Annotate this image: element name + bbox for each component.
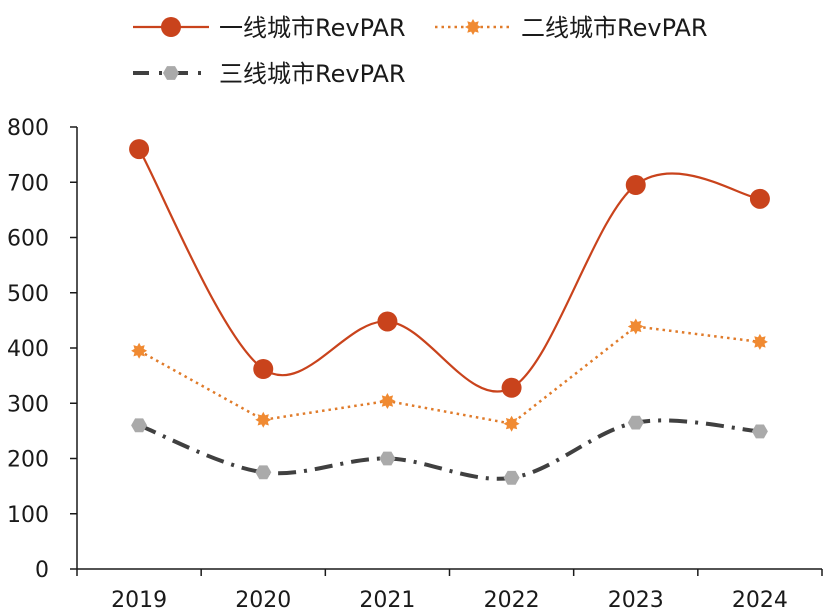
series-2-point-2024 xyxy=(751,333,768,350)
series-2 xyxy=(131,318,768,432)
legend-swatch-marker xyxy=(161,17,181,37)
series-3-point-2019 xyxy=(131,418,148,433)
y-tick-label: 0 xyxy=(35,558,49,583)
series-1-point-2020 xyxy=(253,358,274,379)
legend-label: 三线城市RevPAR xyxy=(219,60,406,88)
axes: 0 100 200 300 400 500 600 700 800 2019 2020 2021 202… xyxy=(7,116,823,613)
series-3-point-2024 xyxy=(751,424,768,439)
legend: 一线城市RevPAR 二线城市RevPAR 三线城市RevPAR xyxy=(133,14,708,88)
y-tick-label: 100 xyxy=(7,503,49,528)
series-1-point-2021 xyxy=(377,311,398,332)
series-3-point-2020 xyxy=(255,465,272,480)
series-2-line xyxy=(138,325,761,425)
series-2-point-2019 xyxy=(131,342,148,359)
legend-label: 一线城市RevPAR xyxy=(219,14,406,42)
series-3-line xyxy=(138,418,761,481)
x-tick-label: 2019 xyxy=(111,588,167,613)
series-3-point-2021 xyxy=(379,451,396,466)
x-tick-label: 2020 xyxy=(235,588,291,613)
series-2-point-2021 xyxy=(379,393,396,409)
series-1-point-2019 xyxy=(129,139,150,160)
y-tick-label: 200 xyxy=(7,448,49,473)
series-1-point-2022 xyxy=(501,377,522,398)
series-3 xyxy=(131,415,768,485)
series-3-point-2022 xyxy=(503,470,520,485)
series-2-point-2023 xyxy=(627,318,644,335)
y-tick-label: 300 xyxy=(7,392,49,417)
legend-item-2: 二线城市RevPAR xyxy=(435,14,708,42)
series-layer xyxy=(129,139,770,485)
y-tick-label: 700 xyxy=(7,171,49,196)
series-1-point-2023 xyxy=(625,175,646,196)
legend-item-1: 一线城市RevPAR xyxy=(133,14,406,42)
legend-swatch-marker xyxy=(163,66,179,80)
legend-item-3: 三线城市RevPAR xyxy=(133,60,406,88)
series-1-line xyxy=(138,148,761,393)
legend-swatch-marker xyxy=(465,19,481,35)
series-1 xyxy=(129,139,770,398)
y-tick-label: 500 xyxy=(7,282,49,307)
x-tick-label: 2024 xyxy=(732,588,788,613)
y-tick-label: 400 xyxy=(7,337,49,362)
series-2-point-2020 xyxy=(255,411,272,428)
x-tick-label: 2023 xyxy=(608,588,664,613)
series-1-point-2024 xyxy=(749,188,770,209)
x-tick-label: 2022 xyxy=(484,588,540,613)
x-tick-label: 2021 xyxy=(359,588,415,613)
series-2-point-2022 xyxy=(503,415,520,432)
legend-label: 二线城市RevPAR xyxy=(521,14,708,42)
y-tick-label: 800 xyxy=(7,116,49,141)
series-3-point-2023 xyxy=(627,415,644,430)
y-tick-label: 600 xyxy=(7,227,49,252)
